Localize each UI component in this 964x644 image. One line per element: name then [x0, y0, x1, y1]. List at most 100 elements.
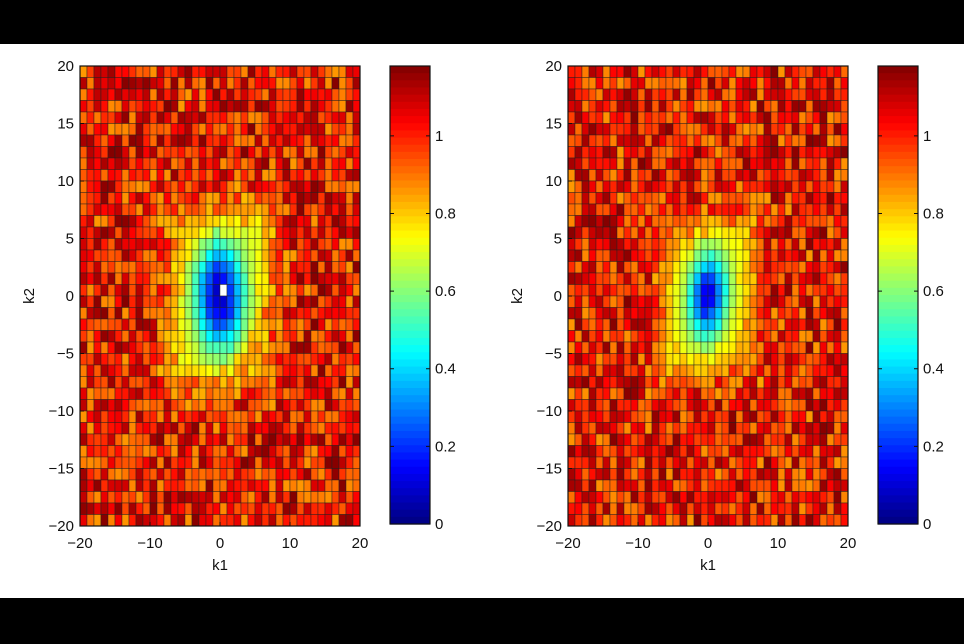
- heatmap-cell: [240, 134, 249, 147]
- heatmap-cell: [128, 249, 137, 262]
- heatmap-cell: [135, 146, 144, 159]
- heatmap-cell: [205, 364, 214, 377]
- heatmap-cell: [177, 456, 186, 469]
- colorbar-swatch: [390, 101, 430, 110]
- heatmap-cell: [581, 468, 590, 481]
- heatmap-cell: [609, 192, 618, 205]
- heatmap-cell: [261, 272, 270, 285]
- heatmap-cell: [581, 502, 590, 515]
- y-tick-label: −10: [537, 403, 562, 420]
- heatmap-cell: [233, 468, 242, 481]
- heatmap-cell: [100, 502, 109, 515]
- heatmap-cell: [261, 445, 270, 458]
- heatmap-cell: [345, 203, 354, 216]
- heatmap-cell: [184, 399, 193, 412]
- heatmap-cell: [121, 433, 130, 446]
- heatmap-cell: [107, 445, 116, 458]
- heatmap-cell: [296, 514, 305, 527]
- heatmap-cell: [623, 284, 632, 297]
- heatmap-cell: [574, 456, 583, 469]
- heatmap-cell: [602, 111, 611, 124]
- heatmap-cell: [261, 307, 270, 320]
- heatmap-cell: [714, 134, 723, 147]
- heatmap-cell: [567, 318, 576, 331]
- heatmap-cell: [812, 422, 821, 435]
- heatmap-cell: [749, 468, 758, 481]
- heatmap-cell: [79, 226, 88, 239]
- heatmap-cell: [658, 456, 667, 469]
- heatmap-cell: [784, 514, 793, 527]
- heatmap-cell: [156, 364, 165, 377]
- heatmap-cell: [338, 123, 347, 136]
- heatmap-cell: [777, 123, 786, 136]
- heatmap-cell: [93, 249, 102, 262]
- heatmap-cell: [707, 111, 716, 124]
- heatmap-cell: [100, 307, 109, 320]
- heatmap-cell: [226, 169, 235, 182]
- heatmap-cell: [177, 249, 186, 262]
- heatmap-cell: [254, 410, 263, 423]
- heatmap-cell: [728, 491, 737, 504]
- heatmap-cell: [121, 410, 130, 423]
- heatmap-cell: [338, 65, 347, 78]
- heatmap-cell: [644, 376, 653, 389]
- colorbar-swatch: [390, 466, 430, 475]
- heatmap-cell: [177, 65, 186, 78]
- heatmap-cell: [345, 491, 354, 504]
- heatmap-cell: [700, 330, 709, 343]
- heatmap-cell: [602, 410, 611, 423]
- heatmap-cell: [735, 88, 744, 101]
- heatmap-cell: [338, 169, 347, 182]
- heatmap-cell: [352, 318, 361, 331]
- heatmap-cell: [567, 77, 576, 90]
- heatmap-cell: [588, 226, 597, 239]
- heatmap-cell: [114, 215, 123, 228]
- heatmap-cell: [352, 146, 361, 159]
- heatmap-cell: [651, 203, 660, 216]
- heatmap-cell: [331, 88, 340, 101]
- heatmap-cell: [226, 341, 235, 354]
- heatmap-cell: [198, 456, 207, 469]
- heatmap-cell: [324, 226, 333, 239]
- heatmap-cell: [840, 249, 849, 262]
- heatmap-cell: [275, 169, 284, 182]
- heatmap-cell: [798, 146, 807, 159]
- heatmap-cell: [679, 341, 688, 354]
- heatmap-cell: [114, 284, 123, 297]
- heatmap-cell: [749, 433, 758, 446]
- heatmap-cell: [735, 134, 744, 147]
- heatmap-cell: [268, 514, 277, 527]
- colorbar-swatch: [878, 466, 918, 475]
- heatmap-cell: [226, 123, 235, 136]
- heatmap-cell: [205, 376, 214, 389]
- heatmap-cell: [296, 468, 305, 481]
- heatmap-cell: [135, 284, 144, 297]
- heatmap-cell: [742, 226, 751, 239]
- heatmap-cell: [128, 514, 137, 527]
- heatmap-cell: [763, 261, 772, 274]
- heatmap-cell: [728, 330, 737, 343]
- heatmap-cell: [121, 468, 130, 481]
- heatmap-cell: [665, 399, 674, 412]
- heatmap-cell: [665, 215, 674, 228]
- heatmap-cell: [338, 433, 347, 446]
- y-tick-label: 10: [57, 173, 74, 190]
- heatmap-cell: [184, 134, 193, 147]
- heatmap-cell: [630, 203, 639, 216]
- heatmap-cell: [644, 65, 653, 78]
- heatmap-cell: [247, 376, 256, 389]
- heatmap-cell: [135, 353, 144, 366]
- heatmap-cell: [609, 353, 618, 366]
- heatmap-cell: [798, 514, 807, 527]
- heatmap-cell: [170, 192, 179, 205]
- heatmap-cell: [623, 157, 632, 170]
- colorbar-swatch: [390, 409, 430, 418]
- heatmap-cell: [149, 146, 158, 159]
- heatmap-cell: [833, 399, 842, 412]
- heatmap-cell: [352, 192, 361, 205]
- heatmap-cell: [609, 65, 618, 78]
- colorbar-tick-label: 0.2: [435, 438, 456, 455]
- heatmap-cell: [282, 226, 291, 239]
- heatmap-cell: [289, 238, 298, 251]
- heatmap-cell: [247, 330, 256, 343]
